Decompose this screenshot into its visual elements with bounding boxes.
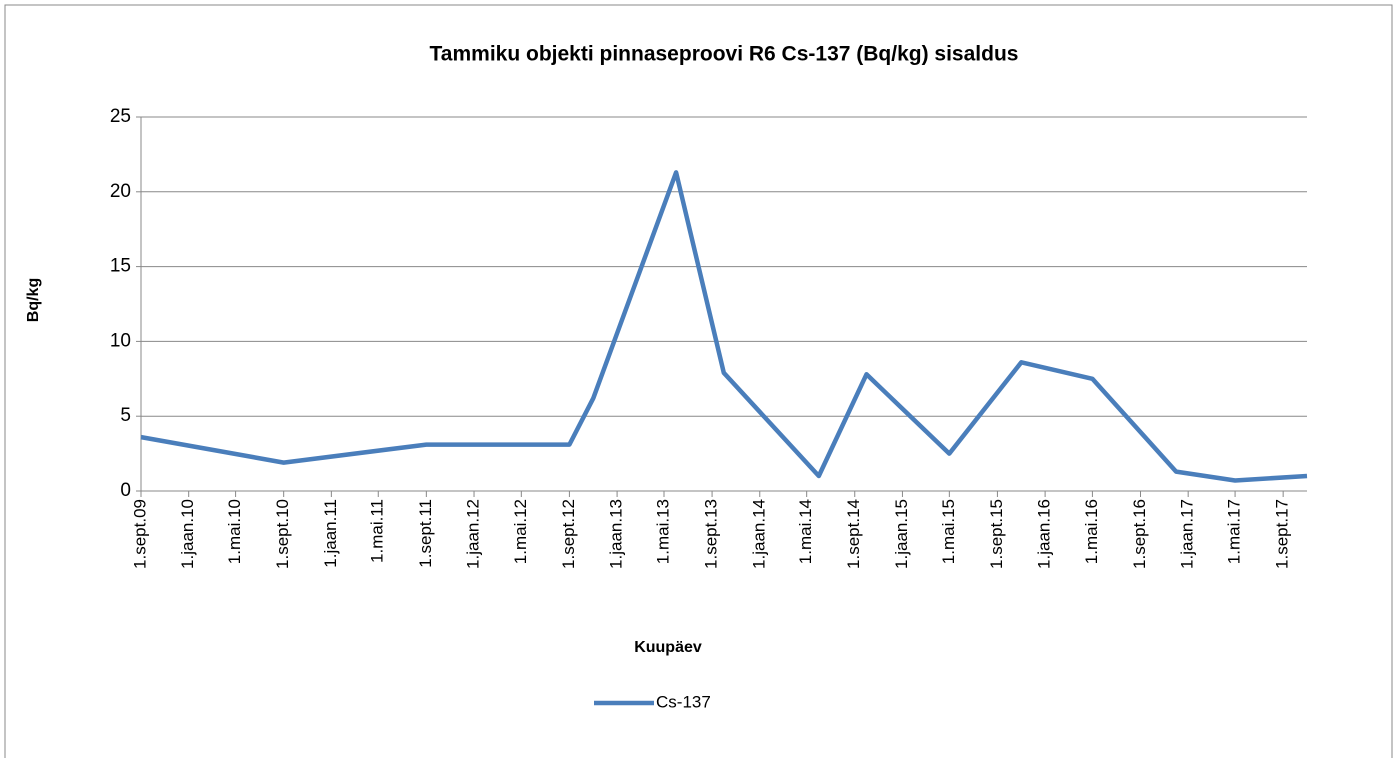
x-tick-label: 1.sept.17 bbox=[1273, 499, 1292, 569]
y-tick-label: 15 bbox=[110, 256, 131, 277]
x-tick-label: 1.mai.15 bbox=[939, 499, 958, 564]
x-tick-label: 1.jaan.13 bbox=[607, 499, 626, 569]
x-tick-label: 1.mai.11 bbox=[368, 499, 387, 563]
x-tick-label: 1.jaan.16 bbox=[1035, 499, 1054, 569]
x-tick-label: 1.jaan.14 bbox=[749, 499, 768, 569]
y-tick-label: 10 bbox=[110, 330, 131, 351]
x-tick-label: 1.mai.16 bbox=[1082, 499, 1101, 564]
x-tick-label: 1.jaan.17 bbox=[1178, 499, 1197, 569]
x-tick-label: 1.sept.09 bbox=[130, 499, 149, 569]
x-tick-label: 1.sept.16 bbox=[1130, 499, 1149, 569]
x-tick-label: 1.mai.13 bbox=[653, 499, 672, 564]
x-tick-label: 1.jaan.10 bbox=[178, 499, 197, 569]
x-tick-label: 1.sept.15 bbox=[987, 499, 1006, 569]
y-tick-label: 0 bbox=[120, 480, 131, 501]
y-tick-label: 5 bbox=[120, 405, 131, 426]
x-tick-label: 1.sept.10 bbox=[273, 499, 292, 569]
x-tick-label: 1.mai.14 bbox=[796, 499, 815, 564]
x-tick-label: 1.jaan.15 bbox=[892, 499, 911, 569]
y-axis-title: Bq/kg bbox=[25, 278, 42, 322]
y-tick-label: 25 bbox=[110, 106, 131, 127]
legend-label: Cs-137 bbox=[656, 692, 711, 711]
y-tick-label: 20 bbox=[110, 181, 131, 202]
x-tick-label: 1.jaan.12 bbox=[464, 499, 483, 569]
x-tick-label: 1.jaan.11 bbox=[321, 499, 340, 568]
x-tick-label: 1.mai.10 bbox=[225, 499, 244, 564]
chart-border bbox=[4, 4, 1393, 758]
chart-title: Tammiku objekti pinnaseproovi R6 Cs-137 … bbox=[430, 43, 1019, 66]
x-tick-label: 1.sept.11 bbox=[416, 499, 435, 568]
data-line bbox=[140, 170, 1308, 483]
x-tick-label: 1.mai.12 bbox=[511, 499, 530, 564]
x-tick-label: 1.mai.17 bbox=[1225, 499, 1244, 564]
x-axis-title: Kuupäev bbox=[634, 639, 702, 656]
x-tick-label: 1.sept.13 bbox=[702, 499, 721, 569]
x-tick-label: 1.sept.14 bbox=[844, 499, 863, 569]
x-tick-label: 1.sept.12 bbox=[559, 499, 578, 569]
